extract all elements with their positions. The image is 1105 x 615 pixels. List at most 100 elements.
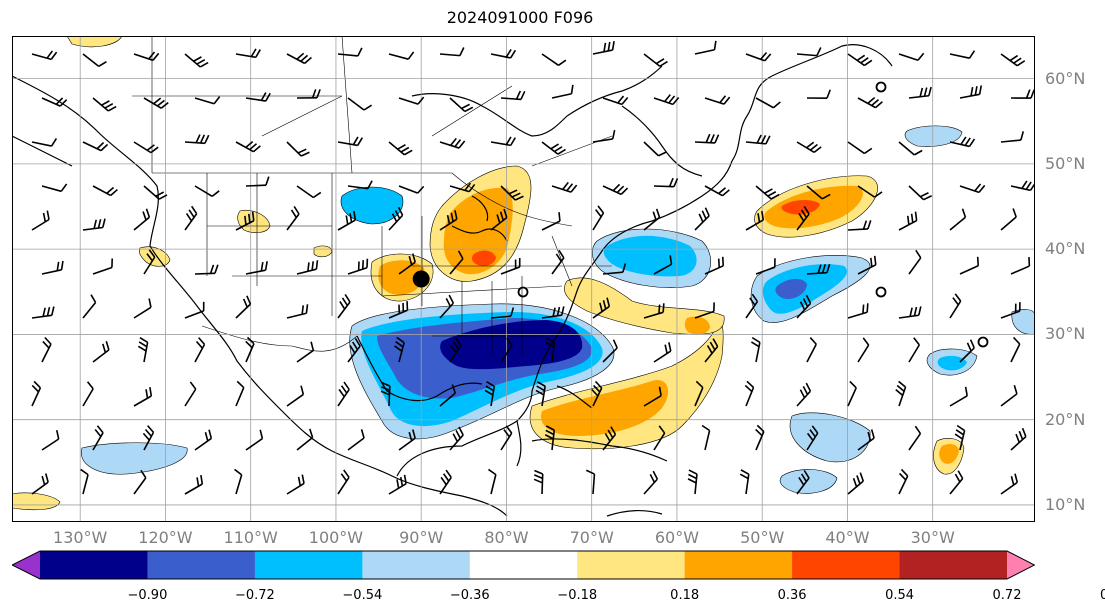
longitude-label: 60°W: [654, 528, 700, 547]
colorbar: [12, 550, 1035, 580]
wind-barb: [704, 256, 725, 275]
wind-barb: [643, 470, 659, 495]
wind-barb: [643, 303, 665, 319]
longitude-label: 50°W: [740, 528, 785, 547]
wind-barb: [755, 97, 781, 109]
wind-barb: [949, 386, 968, 407]
wind-barb: [744, 380, 755, 407]
wind-barb: [296, 428, 314, 451]
wind-barb: [1000, 208, 1017, 231]
wind-barb: [954, 424, 966, 451]
latitude-label: 40°N: [1045, 239, 1086, 259]
map-title: 2024091000 F096: [446, 8, 594, 27]
wind-barb: [847, 220, 872, 231]
wind-barb: [296, 260, 319, 275]
wind-barb: [959, 339, 975, 363]
wind-barb: [142, 425, 155, 451]
wind-barb: [1010, 336, 1021, 363]
wind-barb: [857, 337, 870, 363]
wind-barb: [959, 85, 983, 99]
wind-barb: [949, 50, 976, 60]
wind-barb: [388, 141, 413, 156]
wind-barb: [296, 341, 315, 363]
wind-barb: [347, 338, 361, 363]
negative-anomaly-region: [904, 125, 963, 147]
wind-barb: [337, 293, 351, 319]
wind-barb: [31, 306, 55, 319]
wind-barb: [653, 255, 673, 275]
wind-barb: [755, 185, 780, 200]
longitude-label: 90°W: [399, 528, 444, 547]
wind-barb: [286, 304, 309, 319]
wind-barb: [490, 49, 517, 59]
wind-barb: [439, 384, 457, 407]
wind-barb: [388, 301, 409, 319]
wind-barb: [1000, 53, 1026, 67]
wind-barb: [286, 141, 310, 157]
wind-barb: [847, 472, 865, 495]
wind-barb: [449, 97, 474, 113]
wind-barb: [541, 53, 567, 66]
wind-barb: [439, 294, 455, 319]
positive-anomaly-region: [378, 260, 425, 295]
wind-barb: [235, 211, 255, 231]
wind-barb: [949, 208, 967, 231]
wind-barb: [857, 185, 883, 198]
positive-anomaly-region: [12, 492, 61, 511]
wind-barb: [898, 211, 918, 231]
wind-barb: [535, 381, 546, 407]
wind-barb: [143, 249, 156, 275]
wind-barb: [806, 425, 819, 451]
latitude-label: 60°N: [1045, 68, 1086, 88]
wind-barb: [92, 340, 110, 363]
colorbar-segment: [254, 551, 363, 579]
wind-barb: [398, 429, 416, 451]
wind-barb: [82, 218, 106, 231]
wind-barb: [701, 424, 711, 451]
positive-anomaly-region: [564, 277, 725, 335]
wind-barb: [739, 469, 750, 495]
wind-barb: [895, 380, 907, 407]
wind-barb: [1010, 257, 1031, 275]
positive-anomaly-region: [443, 187, 513, 275]
wind-barb: [500, 185, 524, 201]
wind-barb: [347, 429, 365, 451]
negative-anomaly-region: [80, 442, 188, 475]
wind-barb: [80, 468, 89, 495]
wind-barb: [500, 90, 526, 101]
wind-barb: [533, 469, 544, 495]
wind-barb: [184, 381, 197, 407]
border-layer: [132, 36, 613, 356]
wind-barb: [1010, 89, 1035, 99]
wind-barb: [82, 53, 107, 68]
wind-barb: [653, 177, 679, 188]
latitude-label: 20°N: [1045, 409, 1086, 429]
wind-barb: [31, 380, 42, 407]
colorbar-tick-label: −0.54: [342, 588, 383, 603]
wind-barb: [394, 336, 405, 363]
wind-barb: [245, 336, 255, 363]
wind-barb: [1010, 180, 1035, 192]
wind-barb: [82, 294, 97, 319]
colorbar-tick-label: 0.72: [992, 588, 1022, 603]
wind-barb: [347, 258, 369, 275]
wind-barb: [806, 89, 831, 99]
wind-barb: [500, 257, 521, 275]
wind-barb: [92, 258, 114, 275]
wind-barb: [704, 95, 731, 105]
wind-barb: [137, 336, 149, 363]
wind-barb: [337, 381, 350, 407]
wind-barb: [133, 208, 151, 231]
wind-barb: [296, 185, 322, 199]
wind-barb: [847, 53, 873, 67]
wind-barb: [380, 381, 391, 407]
positive-anomaly-region: [313, 245, 333, 258]
wind-barb: [347, 97, 373, 111]
wind-barb: [337, 469, 350, 495]
wind-barb: [490, 136, 516, 147]
weather-map: [12, 36, 1035, 522]
wind-barb: [592, 129, 616, 143]
colorbar-tick-label: −0.18: [557, 588, 598, 603]
wind-barb: [704, 338, 719, 363]
wind-barb: [806, 263, 831, 275]
